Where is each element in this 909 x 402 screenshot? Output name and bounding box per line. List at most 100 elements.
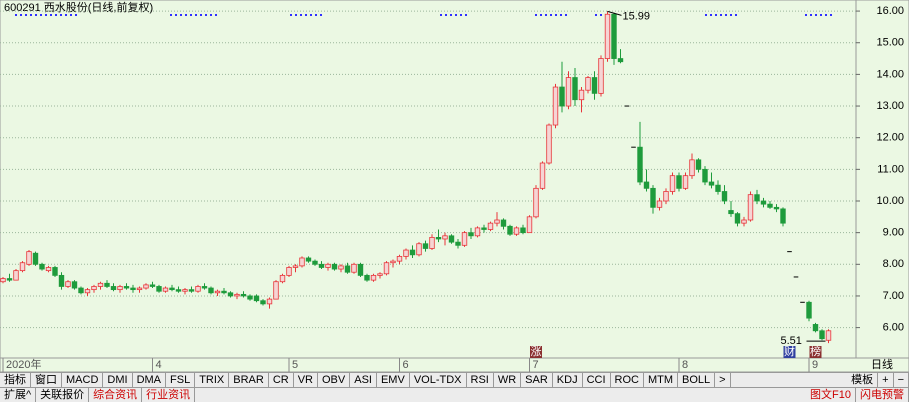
- indicator-tab[interactable]: WR: [494, 373, 522, 387]
- marker-box: [809, 346, 822, 358]
- indicator-tab[interactable]: CCI: [583, 373, 611, 387]
- annotation: 5.51: [781, 335, 802, 347]
- indicator-tab[interactable]: BOLL: [678, 373, 716, 387]
- signal-dot: [600, 14, 602, 16]
- y-tick-label: 6.00: [883, 322, 904, 334]
- indicator-tab[interactable]: 窗口: [31, 373, 62, 387]
- indicator-tab[interactable]: VR: [294, 373, 318, 387]
- candle-body: [754, 194, 760, 202]
- candle-body: [383, 262, 390, 275]
- candle-body: [6, 278, 13, 281]
- bottom-tab[interactable]: 关联报价: [36, 388, 90, 402]
- x-tick-label: 8: [682, 359, 688, 371]
- signal-dot: [555, 14, 557, 16]
- indicator-tab[interactable]: MACD: [62, 373, 104, 387]
- indicator-tab[interactable]: OBV: [318, 373, 351, 387]
- indicator-tab[interactable]: CR: [269, 373, 294, 387]
- y-tick-label: 7.00: [883, 290, 904, 302]
- signal-dot: [45, 14, 47, 16]
- signal-dot: [450, 14, 452, 16]
- axis-area: [855, 0, 909, 359]
- candle-body: [110, 286, 117, 291]
- candle-body: [253, 295, 260, 302]
- indicator-tab[interactable]: FSL: [166, 373, 196, 387]
- indicator-tab[interactable]: ROC: [611, 373, 644, 387]
- signal-dot: [550, 14, 552, 16]
- candle-body: [305, 257, 312, 262]
- bottom-toolbar: 扩展^ 关联报价 综合资讯 行业资讯 图文F10 闪电预警: [0, 387, 909, 402]
- signal-dot: [205, 14, 207, 16]
- candle-body: [689, 159, 695, 177]
- indicator-tab[interactable]: RSI: [467, 373, 494, 387]
- signal-dot: [35, 14, 37, 16]
- candle-body: [149, 284, 156, 287]
- signal-dot: [20, 14, 22, 16]
- candle-body: [559, 86, 565, 107]
- signal-dot: [305, 14, 307, 16]
- candle-body: [760, 200, 767, 205]
- candle-body: [45, 267, 52, 272]
- bottom-button[interactable]: 闪电预警: [856, 388, 909, 402]
- signal-dot: [710, 14, 712, 16]
- candle-body: [507, 225, 513, 235]
- candle-body: [221, 290, 227, 294]
- candle-body: [299, 257, 305, 267]
- candle-body: [318, 263, 325, 268]
- indicator-tab[interactable]: EMV: [377, 373, 410, 387]
- bottom-tab[interactable]: 综合资讯: [89, 388, 143, 402]
- toolbar-button[interactable]: −: [894, 373, 909, 387]
- indicator-tab[interactable]: ASI: [350, 373, 377, 387]
- indicator-tab[interactable]: VOL-TDX: [410, 373, 467, 387]
- indicator-tab[interactable]: KDJ: [553, 373, 583, 387]
- candle-body: [370, 274, 377, 281]
- candle-body: [650, 187, 656, 208]
- indicator-tab[interactable]: 指标: [0, 373, 31, 387]
- bottom-tab[interactable]: 行业资讯: [142, 388, 196, 402]
- y-tick-label: 16.00: [876, 5, 904, 17]
- candle-body: [461, 232, 468, 246]
- candle-body: [526, 216, 533, 234]
- x-tick-label: 2020年: [6, 357, 41, 371]
- indicator-tab[interactable]: TRIX: [195, 373, 230, 387]
- indicator-tab[interactable]: >: [715, 373, 731, 387]
- marker-label: 涨: [531, 345, 542, 358]
- indicator-toolbar: 指标 窗口 MACD DMI DMA FSL TRIX BRAR CR VR OBV ASI EMV VO…: [0, 372, 909, 387]
- indicator-tab[interactable]: DMA: [133, 373, 167, 387]
- candle-body: [643, 181, 650, 189]
- bottom-tab[interactable]: 扩展^: [0, 388, 37, 402]
- candle-body: [227, 292, 234, 297]
- candle-body: [240, 293, 247, 297]
- candle-body: [325, 263, 331, 268]
- candle-body: [741, 219, 747, 224]
- candle-body: [182, 289, 188, 292]
- toolbar-button[interactable]: +: [878, 373, 894, 387]
- bottom-button[interactable]: 图文F10: [806, 388, 856, 402]
- signal-dot: [730, 14, 732, 16]
- candle-body: [487, 222, 494, 230]
- candle-body: [539, 162, 546, 189]
- candle-body: [819, 330, 825, 340]
- signal-dot: [70, 14, 72, 16]
- candle-body: [403, 249, 409, 257]
- candle-body: [156, 286, 162, 292]
- toolbar-button[interactable]: 模板: [847, 373, 879, 387]
- signal-dot: [50, 14, 52, 16]
- candle-body: [812, 324, 819, 332]
- y-tick-label: 11.00: [877, 163, 904, 175]
- indicator-tab[interactable]: DMI: [103, 373, 133, 387]
- signal-dot: [25, 14, 27, 16]
- y-tick-label: 8.00: [883, 258, 904, 270]
- chart: 600291 西水股份(日线,前复权) 6.00 7.00 8.00 9.00 10.0…: [0, 0, 909, 372]
- candle-body: [409, 249, 416, 256]
- candle-body: [292, 265, 299, 268]
- indicator-tab[interactable]: SAR: [521, 373, 553, 387]
- candle-body: [604, 13, 611, 59]
- indicator-tab[interactable]: MTM: [644, 373, 679, 387]
- marker-label: 财: [784, 344, 795, 358]
- indicator-tab[interactable]: BRAR: [229, 373, 269, 387]
- signal-dot: [820, 14, 822, 16]
- candle-body: [188, 289, 195, 292]
- candle-body: [214, 290, 221, 294]
- candle-body: [175, 289, 182, 292]
- y-tick-label: 13.00: [876, 100, 904, 112]
